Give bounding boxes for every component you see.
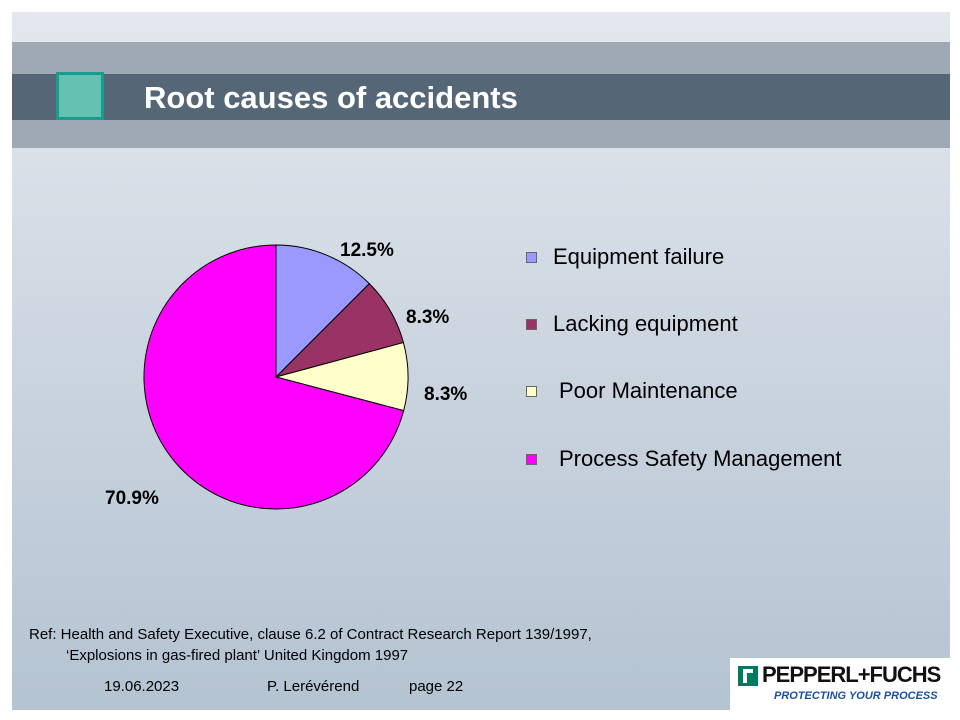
footer-date: 19.06.2023 [104,678,180,695]
legend-item-process-safety-management: Process Safety Management [526,446,842,471]
legend-swatch [526,251,537,263]
legend-swatch [526,385,537,397]
footer-page: page 22 [409,678,464,695]
title-accent-square [56,72,104,120]
data-label-lacking-equipment: 8.3% [406,307,450,328]
company-logo: PEPPERL+FUCHS PROTECTING YOUR PROCESS [730,658,950,710]
title-bar [12,74,950,120]
pie-chart [143,244,409,510]
data-label-poor-maintenance: 8.3% [424,384,468,405]
legend-label: Process Safety Management [559,446,842,471]
logo-name: PEPPERL+FUCHS [762,662,941,687]
legend-swatch [526,453,537,465]
legend-item-lacking-equipment: Lacking equipment [526,311,738,336]
reference-note: Ref: Health and Safety Executive, clause… [29,624,592,666]
legend-item-equipment-failure: Equipment failure [526,244,725,269]
slide: Root causes of accidents 12.5% 8.3% 8.3%… [12,12,950,710]
slice-process-safety-management [143,244,405,510]
slice-equipment-failure [275,244,371,379]
reference-line-2: ‘Explosions in gas-fired plant’ United K… [66,647,409,664]
data-label-equipment-failure: 12.5% [340,240,394,261]
legend-swatch [526,318,537,330]
footer-author: P. Lerévérend [267,678,360,695]
slide-title: Root causes of accidents [144,80,518,115]
legend-label: Poor Maintenance [559,378,738,403]
legend-label: Equipment failure [553,244,725,269]
logo-tagline: PROTECTING YOUR PROCESS [774,690,938,702]
data-label-process-safety-management: 70.9% [105,488,159,509]
reference-line-1: Ref: Health and Safety Executive, clause… [29,626,592,643]
legend-label: Lacking equipment [553,311,738,336]
legend-item-poor-maintenance: Poor Maintenance [526,378,738,403]
logo-mark-icon [738,666,758,686]
